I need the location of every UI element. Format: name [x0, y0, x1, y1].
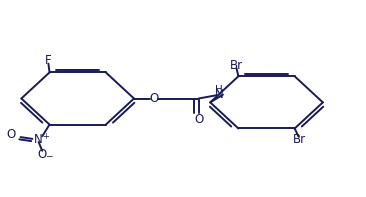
Text: Br: Br: [230, 59, 243, 72]
Text: H: H: [216, 85, 223, 95]
Text: −: −: [45, 151, 53, 160]
Text: O: O: [38, 148, 47, 161]
Text: Br: Br: [292, 133, 306, 146]
Text: O: O: [149, 92, 158, 105]
Text: N: N: [34, 133, 43, 146]
Text: O: O: [7, 128, 16, 141]
Text: O: O: [194, 113, 203, 126]
Text: N: N: [215, 88, 224, 101]
Text: +: +: [42, 132, 49, 141]
Text: F: F: [45, 54, 52, 67]
